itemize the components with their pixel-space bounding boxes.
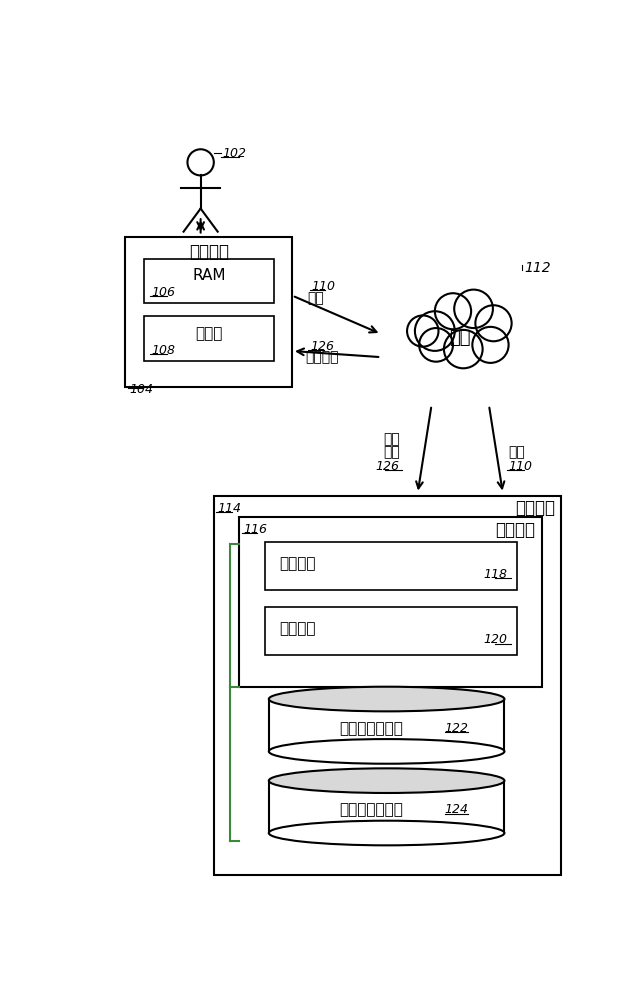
Circle shape	[415, 311, 455, 351]
Text: 118: 118	[484, 568, 507, 581]
Bar	[269, 699, 504, 751]
Text: 查询: 查询	[307, 291, 323, 305]
Text: 查询: 查询	[508, 446, 525, 460]
Text: 用户设备: 用户设备	[189, 243, 229, 261]
Bar	[265, 542, 517, 590]
Text: 搜索引擎: 搜索引擎	[495, 521, 535, 539]
Bar	[240, 517, 542, 687]
Ellipse shape	[269, 687, 504, 711]
Circle shape	[187, 149, 214, 175]
Text: 索引引擎: 索引引擎	[279, 556, 316, 571]
Text: RAM: RAM	[193, 268, 226, 283]
Circle shape	[454, 290, 493, 328]
Text: 结果: 结果	[383, 446, 400, 460]
Bar	[126, 237, 292, 387]
Text: 126: 126	[376, 460, 400, 473]
Text: 搜索结果: 搜索结果	[305, 350, 339, 364]
Text: 104: 104	[129, 383, 153, 396]
Text: 116: 116	[243, 523, 267, 536]
Bar	[144, 316, 274, 361]
Text: 114: 114	[218, 502, 242, 515]
Text: 查询系统: 查询系统	[515, 499, 554, 517]
Text: 126: 126	[310, 340, 334, 353]
Ellipse shape	[269, 739, 504, 764]
Text: 102: 102	[222, 147, 246, 160]
Ellipse shape	[269, 821, 504, 845]
Text: 行式存储数据库: 行式存储数据库	[339, 721, 403, 736]
Text: 网络: 网络	[450, 329, 471, 347]
Text: 120: 120	[484, 633, 507, 646]
Circle shape	[475, 305, 511, 341]
Circle shape	[444, 330, 482, 368]
Circle shape	[407, 315, 439, 347]
Text: 搜索: 搜索	[383, 433, 400, 447]
Bar	[214, 496, 561, 875]
Text: 110: 110	[312, 280, 336, 293]
Bar	[144, 259, 274, 303]
Text: 108: 108	[152, 344, 176, 357]
Circle shape	[472, 327, 509, 363]
Ellipse shape	[269, 768, 504, 793]
Text: 124: 124	[444, 803, 468, 816]
Circle shape	[419, 328, 453, 362]
Circle shape	[435, 293, 471, 329]
Text: 122: 122	[444, 722, 468, 735]
Text: 列式存储数据库: 列式存储数据库	[339, 802, 403, 817]
Text: 112: 112	[525, 261, 551, 275]
Text: 处理器: 处理器	[196, 326, 223, 341]
Bar	[265, 607, 517, 655]
Text: 106: 106	[152, 286, 176, 299]
Text: 排序引擎: 排序引擎	[279, 621, 316, 636]
Text: 110: 110	[508, 460, 533, 473]
Bar	[269, 781, 504, 833]
